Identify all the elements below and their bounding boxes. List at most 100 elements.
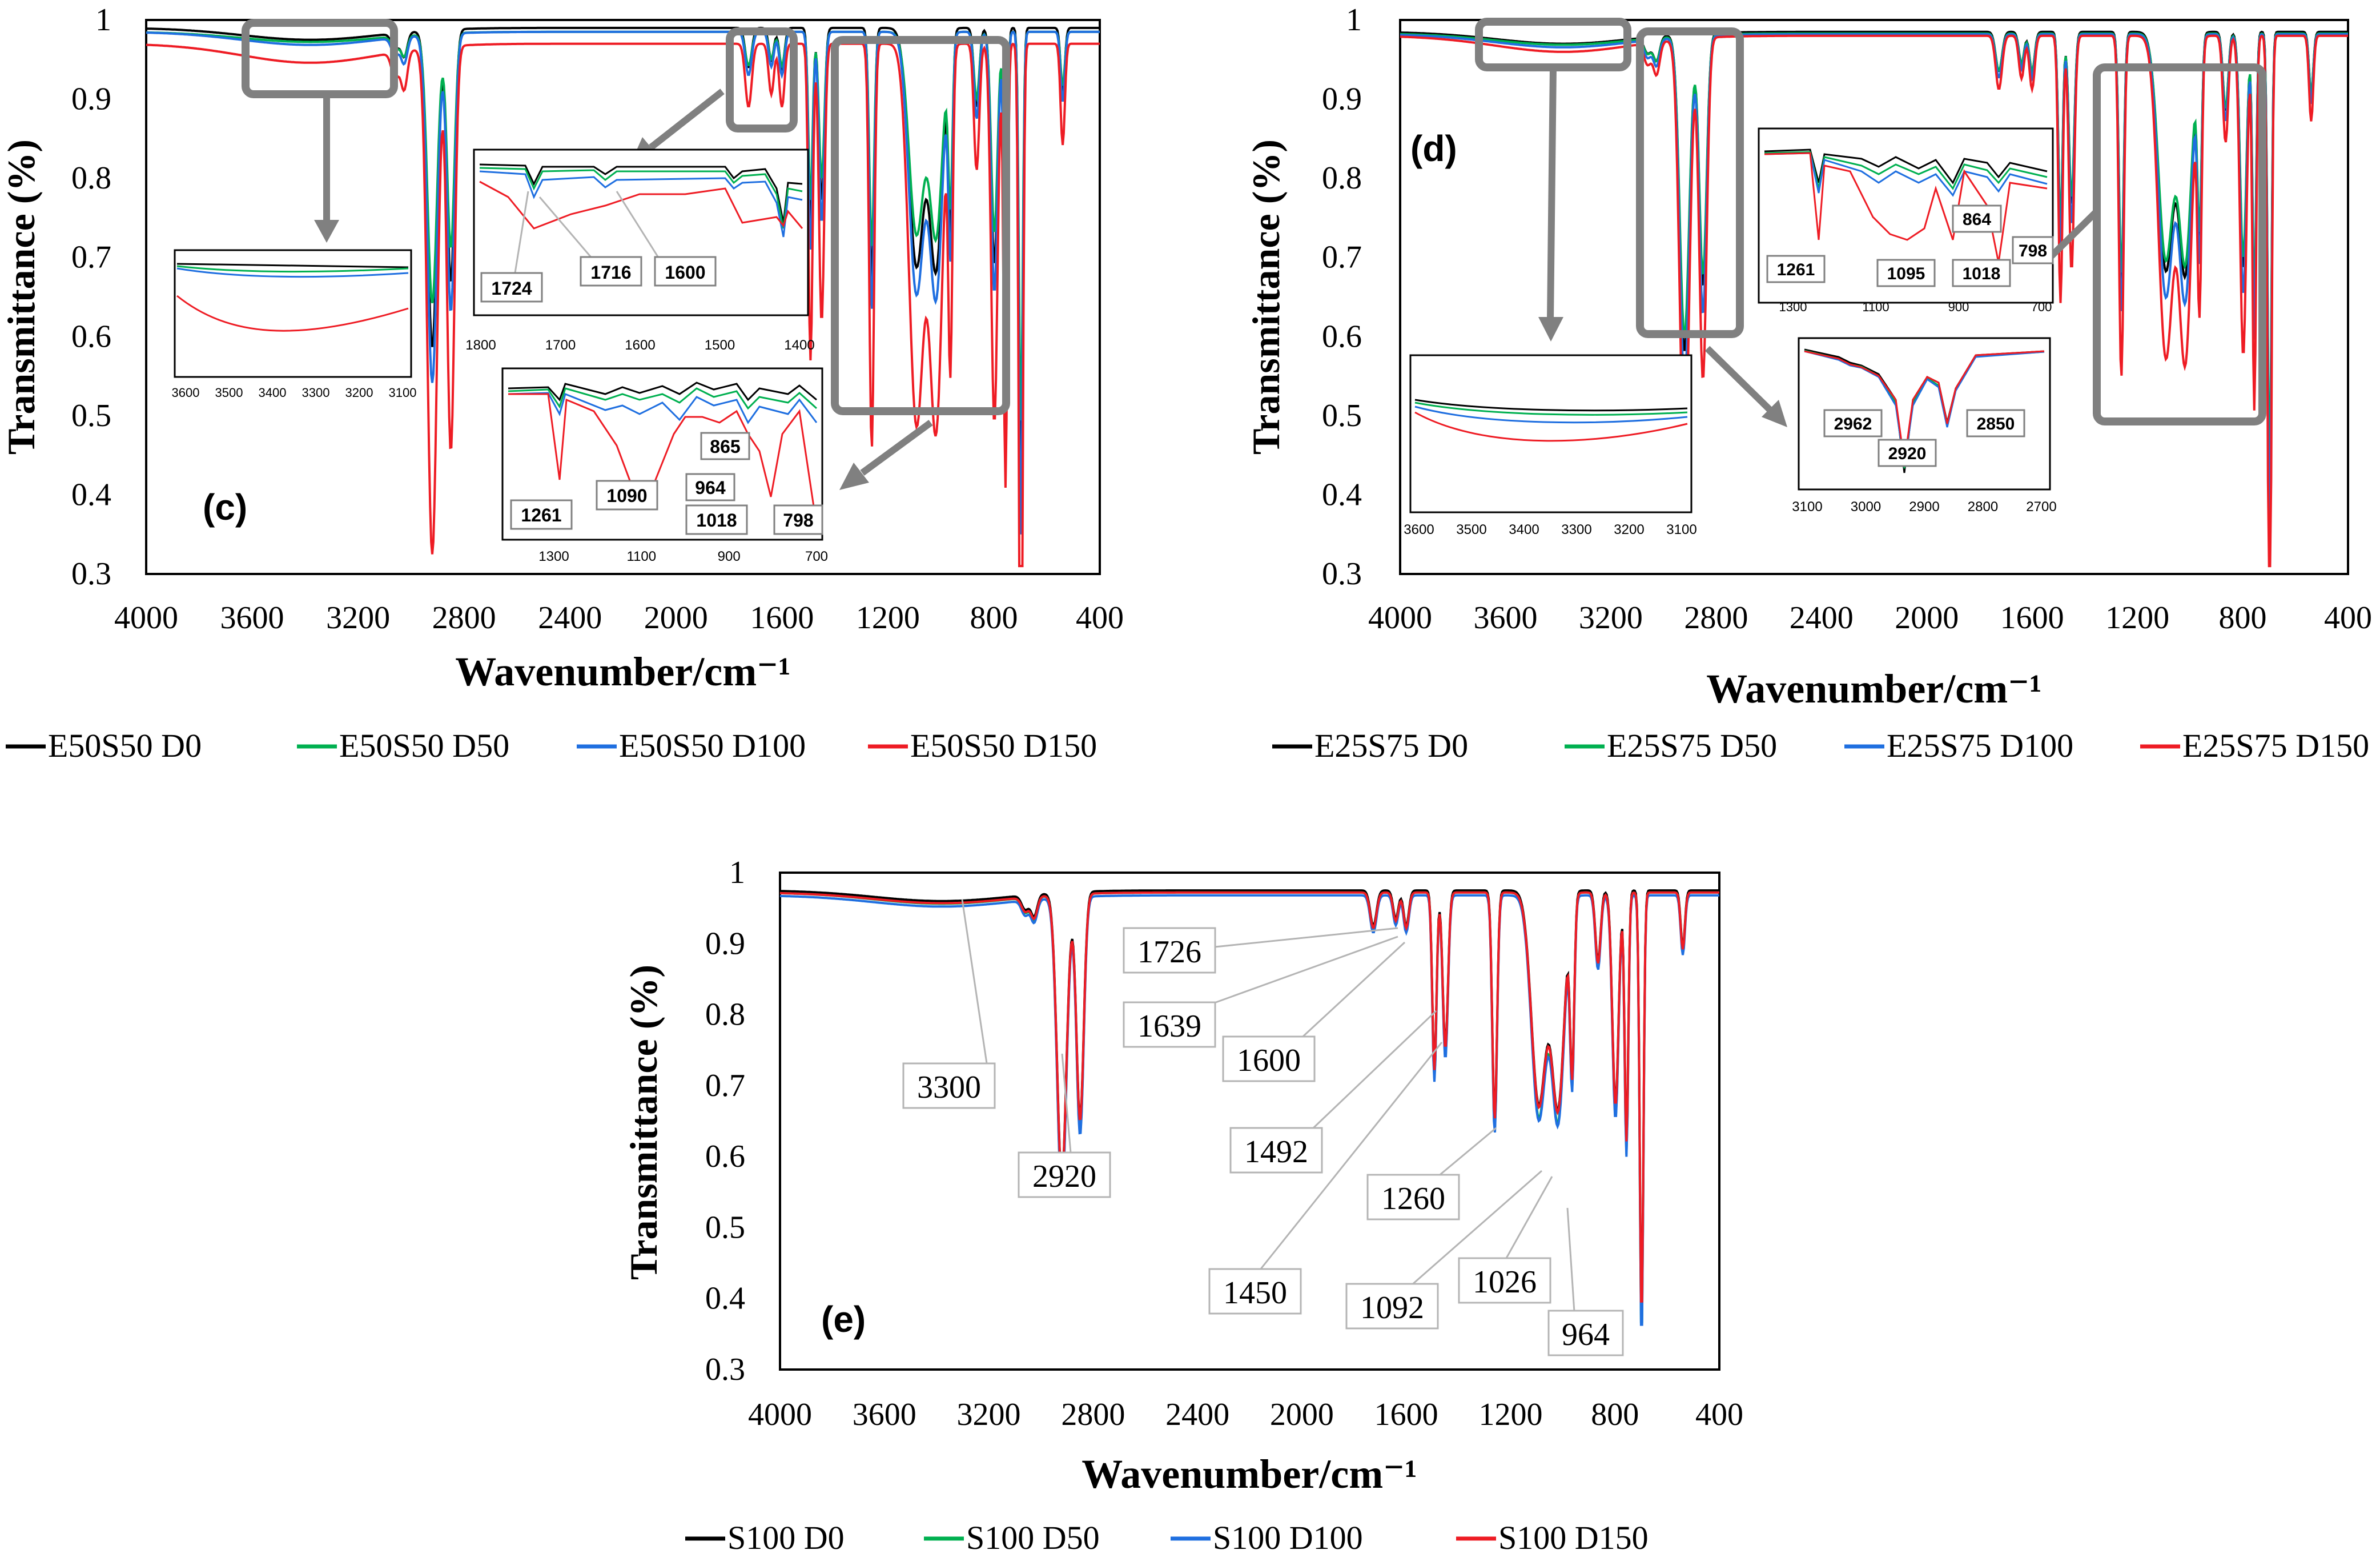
y-tick-label: 1 <box>1346 2 1362 38</box>
y-tick-label: 0.6 <box>71 319 111 354</box>
legend-label: S100 D50 <box>966 1519 1100 1556</box>
panel-e-peak-1492: 1492 <box>1244 1134 1308 1170</box>
y-tick-label: 0.3 <box>71 556 111 592</box>
series-line-d100 <box>1400 33 2348 537</box>
y-tick-label: 0.6 <box>705 1139 745 1174</box>
x-tick-label: 800 <box>1591 1397 1639 1432</box>
y-tick-label: 0.5 <box>1322 398 1362 433</box>
panel-e-peak-2920: 2920 <box>1032 1159 1096 1194</box>
inset-tick-label: 1300 <box>538 549 569 564</box>
panel-d-chart: 0.30.40.50.60.70.80.91 4000 3600 3200 2800 2… <box>1244 2 2372 764</box>
x-tick-label: 2400 <box>538 600 602 636</box>
panel-c-x-ticks: 4000 3600 3200 2800 2400 2000 1600 1200 800 400 <box>114 600 1124 636</box>
y-tick-label: 0.4 <box>1322 477 1362 512</box>
inset-tick-label: 1800 <box>465 338 496 353</box>
panel-e-legend: S100 D0 S100 D50 S100 D100 S100 D150 <box>685 1519 1649 1556</box>
panel-e-peak-1450: 1450 <box>1223 1275 1287 1311</box>
panel-c-peak-964: 964 <box>695 477 726 498</box>
panel-c-peak-1090: 1090 <box>606 485 647 506</box>
inset-tick-label: 3200 <box>1614 522 1644 537</box>
legend-label: E25S75 D100 <box>1887 727 2073 764</box>
panel-d-y-ticks: 0.3 0.4 0.5 0.6 0.7 0.8 0.9 1 <box>1322 2 1362 592</box>
x-tick-label: 2800 <box>1684 600 1748 636</box>
x-tick-label: 2800 <box>1061 1397 1125 1432</box>
inset-tick-label: 1500 <box>705 338 735 353</box>
panel-e-annotations: 3300 2920 1726 1639 1600 1492 1450 1260 … <box>902 927 1624 1356</box>
inset-tick-label: 3400 <box>1509 522 1539 537</box>
y-tick-label: 0.9 <box>71 82 111 117</box>
panel-e-x-ticks: 4000 3600 3200 2800 2400 2000 1600 1200 800 400 <box>748 1397 1743 1432</box>
panel-d-highlight-box-ch <box>1636 27 1744 338</box>
panel-e-y-ticks: 0.3 0.4 0.5 0.6 0.7 0.8 0.9 1 <box>705 855 745 1387</box>
panel-c-series <box>146 26 1100 568</box>
panel-c-chart: 0.3 0.4 0.5 0.6 0.7 0.8 0.9 1 4000 3600 3200 2800 2… <box>0 2 1124 764</box>
legend-label: S100 D0 <box>727 1519 845 1556</box>
panel-c-inset-carbonyl: 1724 1716 1600 1800 1700 1600 1500 1400 <box>465 148 815 353</box>
inset-tick-label: 3400 <box>259 386 287 400</box>
panel-e-letter: (e) <box>821 1299 866 1340</box>
x-tick-label: 4000 <box>748 1397 812 1432</box>
y-tick-label: 0.6 <box>1322 319 1362 354</box>
panel-d-peak-1018: 1018 <box>1963 264 2001 283</box>
panel-c-peak-1600: 1600 <box>665 262 705 283</box>
x-tick-label: 1600 <box>750 600 814 636</box>
y-tick-label: 0.5 <box>71 398 111 433</box>
inset-tick-label: 3600 <box>1404 522 1434 537</box>
panel-d-peak-864: 864 <box>1963 210 1991 229</box>
inset-tick-label: 2800 <box>1968 499 1998 515</box>
x-tick-label: 3600 <box>220 600 284 636</box>
legend-label: E50S50 D0 <box>48 727 202 764</box>
y-tick-label: 0.8 <box>71 160 111 196</box>
x-tick-label: 400 <box>1076 600 1124 636</box>
inset-tick-label: 1700 <box>545 338 576 353</box>
inset-tick-label: 700 <box>805 549 828 564</box>
x-tick-label: 3600 <box>1473 600 1537 636</box>
panel-c-highlight-box-oh <box>242 19 398 98</box>
panel-e-peak-964: 964 <box>1562 1317 1610 1352</box>
panel-c-legend: E50S50 D0 E50S50 D50 E50S50 D100 E50S50 D15… <box>6 727 1097 764</box>
inset-tick-label: 3300 <box>1561 522 1591 537</box>
panel-e-x-axis-label: Wavenumber/cm⁻¹ <box>1082 1451 1417 1497</box>
y-tick-label: 0.8 <box>705 997 745 1033</box>
panel-c-x-axis-label: Wavenumber/cm⁻¹ <box>455 649 791 694</box>
panel-e-peak-1600: 1600 <box>1237 1043 1301 1078</box>
panel-c-arrow-fingerprint <box>839 420 933 490</box>
y-tick-label: 0.7 <box>1322 240 1362 275</box>
x-tick-label: 400 <box>1695 1397 1743 1432</box>
y-tick-label: 1 <box>729 855 745 890</box>
y-tick-label: 0.7 <box>71 240 111 275</box>
panel-d-x-ticks: 4000 3600 3200 2800 2400 2000 1600 1200 800 400 <box>1368 600 2372 636</box>
panel-d-letter: (d) <box>1410 128 1457 169</box>
x-tick-label: 2800 <box>432 600 496 636</box>
x-tick-label: 3200 <box>326 600 390 636</box>
y-tick-label: 0.5 <box>705 1210 745 1245</box>
inset-tick-label: 3200 <box>345 386 373 400</box>
series-line-d100 <box>779 894 1719 1326</box>
panel-d-peak-2850: 2850 <box>1977 415 2015 433</box>
legend-label: E50S50 D100 <box>619 727 806 764</box>
series-line-d150 <box>1400 34 2348 568</box>
panel-e-peak-1092: 1092 <box>1360 1290 1424 1326</box>
panel-c-inset-carbonyl-leaders <box>513 191 664 280</box>
panel-c-peak-1724: 1724 <box>491 278 532 299</box>
panel-c-letter: (c) <box>203 487 247 528</box>
panel-c-inset-oh: 3600 3500 3400 3300 3200 3100 <box>172 249 417 400</box>
panel-d-inset-ch: 2962 2920 2850 3100 3000 2900 2800 2700 <box>1792 337 2057 515</box>
panel-c-plot-frame <box>145 19 1101 575</box>
y-tick-label: 0.4 <box>705 1281 745 1316</box>
y-tick-label: 0.8 <box>1322 160 1362 196</box>
panel-e-chart: 0.3 0.4 0.5 0.6 0.7 0.8 0.9 1 4000 3600 3200 2800 2… <box>622 855 1743 1556</box>
x-tick-label: 1600 <box>2000 600 2064 636</box>
series-line-d150 <box>146 42 1100 568</box>
panel-d-plot-frame <box>1399 19 2349 575</box>
x-tick-label: 1200 <box>856 600 920 636</box>
inset-tick-label: 3500 <box>215 386 243 400</box>
panel-c-y-axis-label: Transmittance (%) <box>0 139 43 455</box>
inset-tick-label: 3100 <box>389 386 417 400</box>
y-tick-label: 0.3 <box>1322 556 1362 592</box>
x-tick-label: 2000 <box>644 600 708 636</box>
panel-e-plot-frame <box>779 872 1720 1371</box>
x-tick-label: 4000 <box>1368 600 1432 636</box>
legend-label: S100 D150 <box>1498 1519 1649 1556</box>
legend-label: S100 D100 <box>1213 1519 1363 1556</box>
